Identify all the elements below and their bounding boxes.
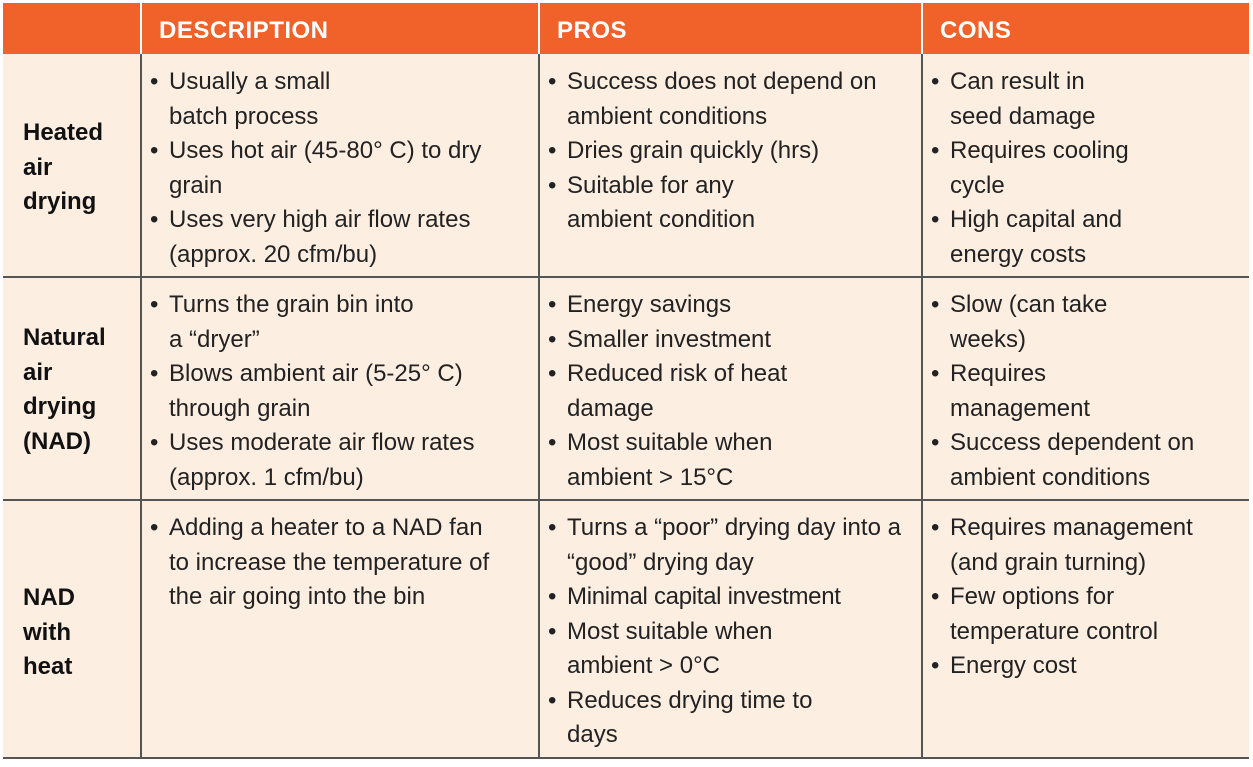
list-item: Turns the grain bin into a “dryer” [148,288,419,357]
list-item: Requires cooling cycle [929,134,1140,203]
list-item: Smaller investment [546,323,937,358]
list-item: Uses hot air (45-80° C) to dry grain [148,134,499,203]
row-heading-natural-air-drying: Natural air drying (NAD) [3,321,141,459]
column-divider [538,54,540,759]
column-divider [140,54,142,759]
table-bottom-border [3,757,1249,759]
row-heading-line: NAD [23,584,75,611]
list-item: Success dependent on ambient conditions [929,426,1253,495]
row-heading-line: air [23,153,53,181]
list-item: Uses very high air flow rates (approx. 2… [148,203,539,272]
list-item: Turns a “poor” drying day into a “good” … [546,511,939,580]
row-heading-heated-air-drying: Heated air drying [3,116,141,220]
list-item: Uses moderate air flow rates (approx. 1 … [148,426,554,495]
description-cell: Turns the grain bin into a “dryer” Blows… [148,288,533,495]
header-method-cell [3,3,141,54]
column-divider [921,54,923,759]
row-divider [3,276,1249,278]
grain-drying-comparison-table: DESCRIPTION PROS CONS Heated air drying … [3,3,1249,759]
pros-cell: Success does not depend on ambient condi… [546,65,916,238]
list-item: Reduces drying time to days [546,684,817,753]
list-item: Few options for temperature control [929,580,1230,649]
pros-cell: Energy savings Smaller investment Reduce… [546,288,916,495]
pros-cell: Turns a “poor” drying day into a “good” … [546,511,918,753]
header-separator [538,3,540,54]
row-heading-line: Heated [23,119,104,146]
cons-cell: Can result in seed damage Requires cooli… [929,65,1239,272]
list-item: Requires management [929,357,1160,426]
list-item: Minimal capital investment [546,580,939,615]
row-heading-line: Natural [23,324,106,351]
description-cell: Adding a heater to a NAD fan to increase… [148,511,518,615]
list-item: Usually a small batch process [148,65,379,134]
cons-cell: Requires management (and grain turning) … [929,511,1239,684]
row-divider [3,499,1249,501]
list-item: Most suitable when ambient > 15°C [546,426,852,495]
header-pros: PROS [539,3,922,54]
row-heading-line: with [23,618,71,646]
list-item: Can result in seed damage [929,65,1140,134]
cons-cell: Slow (can take weeks) Requires managemen… [929,288,1247,495]
list-item: Energy savings [546,288,937,323]
description-cell: Usually a small batch process Uses hot a… [148,65,518,272]
list-item: High capital and energy costs [929,203,1180,272]
list-item: Reduced risk of heat damage [546,357,867,426]
list-item: Success does not depend on ambient condi… [546,65,937,134]
list-item: Blows ambient air (5-25° C) through grai… [148,357,489,426]
header-description: DESCRIPTION [141,3,539,54]
list-item: Dries grain quickly (hrs) [546,134,937,169]
row-heading-line: air [23,358,53,386]
list-item: Energy cost [929,649,1220,684]
header-separator [140,3,142,54]
row-heading-nad-with-heat: NAD with heat [3,581,141,685]
row-heading-line: drying [23,393,97,420]
list-item: Most suitable when ambient > 0°C [546,615,852,684]
list-item: Suitable for any ambient condition [546,169,817,238]
list-item: Requires management (and grain turning) [929,511,1220,580]
row-heading-line: drying [23,188,97,215]
row-heading-line: (NAD) [23,427,91,455]
header-separator [921,3,923,54]
header-cons: CONS [922,3,1249,54]
list-item: Slow (can take weeks) [929,288,1140,357]
row-heading-line: heat [23,653,73,680]
list-item: Adding a heater to a NAD fan to increase… [148,511,499,615]
